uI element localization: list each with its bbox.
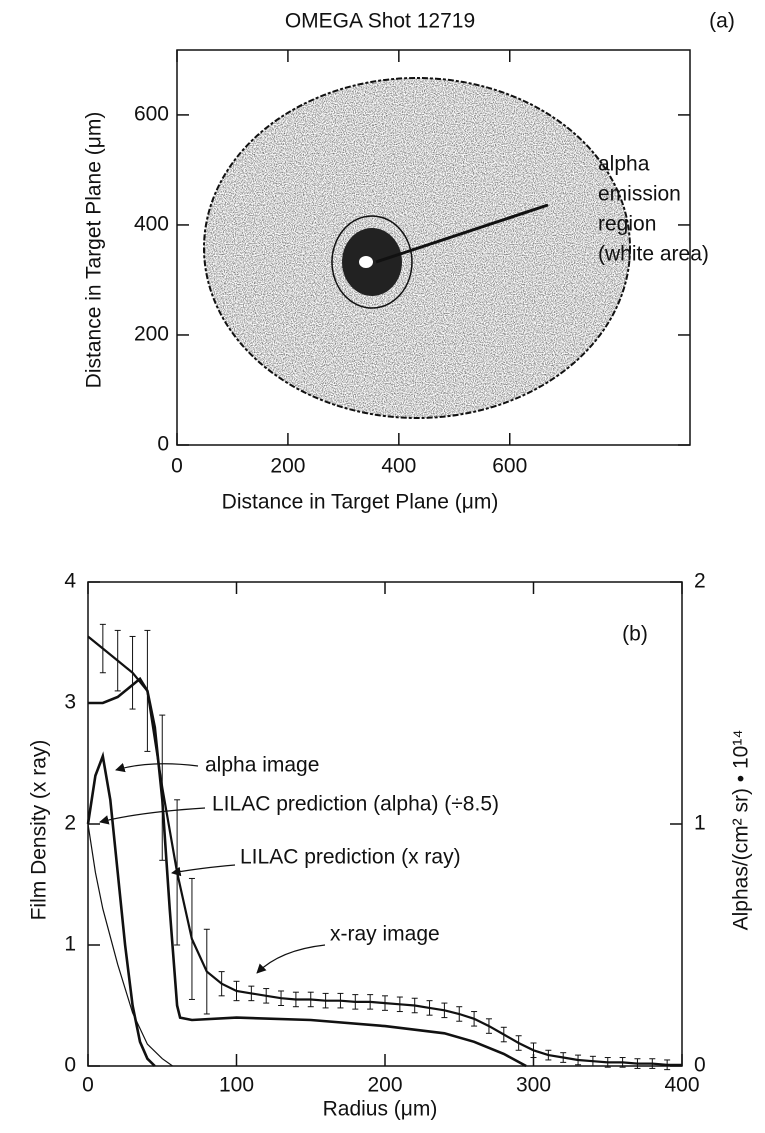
error-bar [471,1011,478,1027]
annotation: (white area) [598,243,709,266]
y2-tick-label: 2 [694,570,706,593]
error-bar [307,991,314,1008]
x-tick-label: 400 [381,455,416,478]
x-tick-label: 300 [516,1074,551,1097]
error-bar [203,928,210,1015]
series-label: alpha image [205,754,319,777]
error-bar [263,988,270,1004]
y-tick-label: 1 [64,933,76,956]
error-bar [367,994,374,1010]
error-bar [411,997,418,1014]
label-arrow [256,944,326,974]
annotation: emission [598,183,681,206]
x-tick-label: 200 [270,455,305,478]
error-bar [352,994,359,1010]
annotation: alpha [598,153,650,176]
annotation: region [598,213,656,236]
y2-axis-label: Alphas/(cm² sr) • 10¹⁴ [730,730,753,931]
label-arrow [99,807,206,825]
error-bar [292,991,299,1008]
error-bar [530,1042,537,1059]
error-bar [248,985,255,1002]
panel-label: (a) [709,10,735,33]
y-tick-label: 400 [134,212,169,235]
error-bar [500,1026,507,1043]
error-bar [129,635,136,710]
error-bar [545,1049,552,1061]
label-arrow [171,864,236,877]
error-bar [441,1002,448,1019]
error-bar [515,1035,522,1051]
x-tick-label: 600 [492,455,527,478]
error-bar [382,995,388,1011]
error-bar [396,996,403,1013]
x-axis-label: Radius (μm) [323,1098,438,1121]
y-axis-label: Film Density (x ray) [28,740,51,921]
error-bar [634,1058,641,1069]
error-bar [114,629,121,692]
error-bar [233,980,240,1002]
error-bar [619,1057,626,1068]
error-bar [649,1058,656,1069]
y-tick-label: 4 [64,570,76,593]
x-tick-label: 200 [367,1074,402,1097]
panel-label: (b) [622,623,648,646]
error-bar [188,877,195,1000]
y2-tick-label: 0 [694,1054,706,1077]
chart-title: OMEGA Shot 12719 [285,10,475,33]
error-bar [218,971,225,997]
x-tick-label: 0 [82,1074,94,1097]
x-tick-label: 400 [664,1074,699,1097]
series-label: x-ray image [330,923,440,946]
error-bar [589,1055,596,1067]
y-tick-label: 0 [157,433,169,456]
series-label: LILAC prediction (x ray) [240,846,461,869]
series-line [87,823,173,1067]
label-arrow [115,762,199,773]
error-bar [664,1059,671,1071]
error-bar [604,1057,611,1068]
error-bar [575,1054,582,1066]
error-bar [560,1052,567,1063]
error-bar [426,1000,433,1016]
y-tick-label: 600 [134,102,169,125]
series-line [88,676,527,1068]
y-tick-label: 2 [64,812,76,835]
error-bar [485,1018,492,1034]
series-label: LILAC prediction (alpha) (÷8.5) [212,793,499,816]
error-bar [337,992,344,1009]
x-axis-label: Distance in Target Plane (μm) [222,491,499,514]
error-bar [456,1006,463,1022]
y-tick-label: 0 [64,1054,76,1077]
x-tick-label: 0 [171,455,183,478]
y2-tick-label: 1 [694,812,706,835]
y-tick-label: 3 [64,691,76,714]
series-line [86,751,156,1067]
error-bar [99,623,106,674]
x-tick-label: 100 [219,1074,254,1097]
y-tick-label: 200 [134,323,169,346]
plot-frame [176,49,691,446]
error-bar [322,992,329,1009]
emission-disc [203,77,631,419]
y-axis-label: Distance in Target Plane (μm) [83,112,106,389]
error-bar [278,990,285,1006]
